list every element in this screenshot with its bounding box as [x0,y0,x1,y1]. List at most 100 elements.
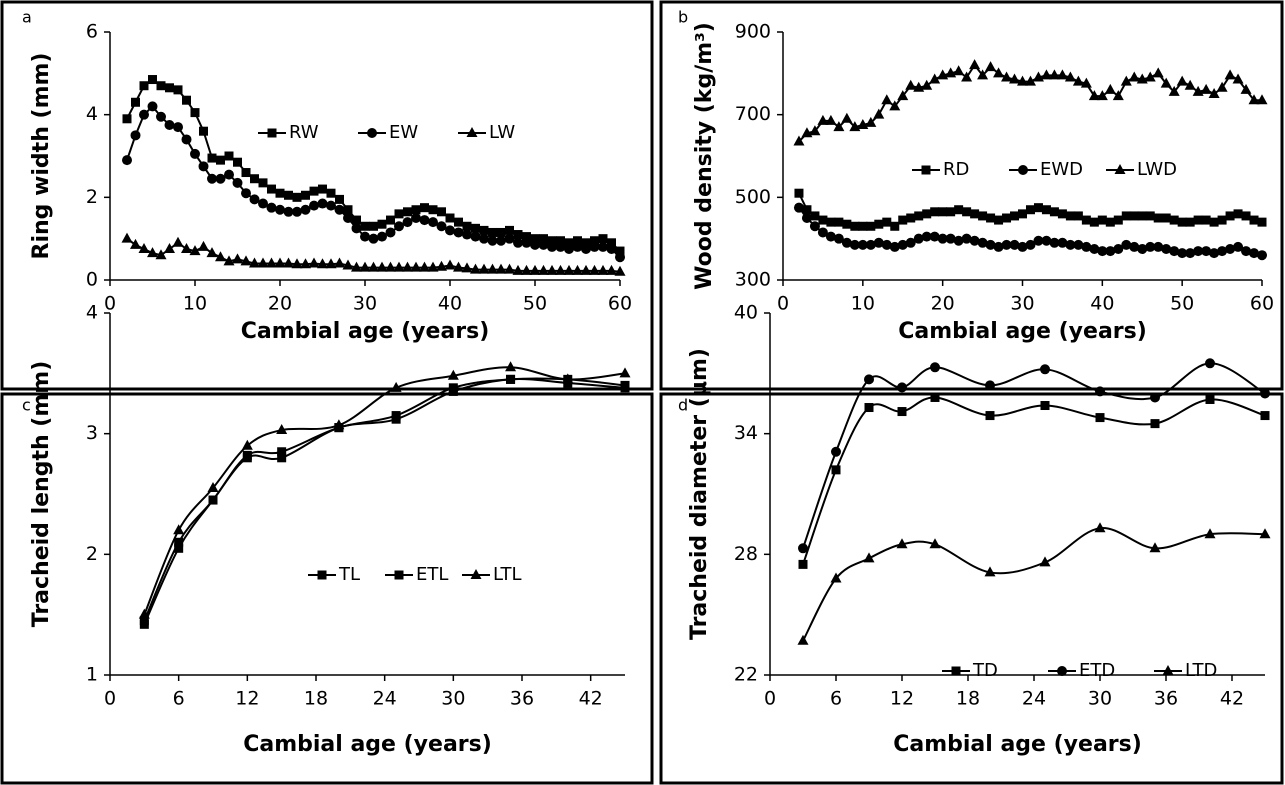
data-point [249,257,260,268]
legend-label: ETD [1079,660,1115,681]
data-point [1145,211,1155,221]
panel-frame [659,392,1284,785]
data-point [309,186,319,196]
y-tick-label: 6 [86,21,98,43]
data-point [258,178,268,188]
data-point [825,114,837,125]
data-point [864,374,874,385]
data-point [921,79,933,90]
data-point [881,94,893,105]
data-point [1041,205,1051,215]
data-point [130,130,141,141]
data-point [377,219,387,229]
data-point [240,255,252,266]
data-point [394,221,404,232]
data-point [326,188,336,198]
data-point [969,59,981,70]
panel-frame [0,392,654,785]
data-point [954,205,964,215]
data-point [343,205,353,215]
data-point [436,221,447,232]
data-point [1184,79,1196,90]
y-tick-label: 700 [735,103,771,125]
data-point [1112,90,1124,101]
data-point [164,120,175,130]
data-point [825,231,836,242]
legend-marker [921,165,931,175]
data-point [589,241,600,252]
data-point [897,90,909,101]
data-point [1169,246,1180,257]
data-point [1241,246,1252,257]
data-point [562,373,574,384]
data-point [897,407,907,417]
data-point [308,257,320,268]
data-point [873,108,885,119]
data-point [368,261,379,272]
data-point [801,213,812,223]
data-point [1128,71,1140,82]
data-point [1225,244,1236,254]
data-point [1009,73,1021,84]
data-point [122,114,132,124]
data-point [833,121,845,132]
data-point [538,239,549,250]
data-point [1072,75,1084,86]
legend-marker [470,569,482,579]
x-tick-label: 12 [890,688,914,710]
data-point [174,543,184,553]
data-point [1201,215,1211,225]
data-point [172,236,184,247]
legend-label: LWD [1137,159,1177,180]
data-point [1018,209,1027,219]
data-point [530,239,540,250]
data-point [1105,217,1115,227]
data-point [165,83,174,93]
data-point [793,202,804,213]
data-point [173,122,183,133]
data-point [393,261,405,272]
panel-frame [659,0,1284,391]
data-point [937,233,948,244]
data-point [335,194,344,204]
data-point [921,231,932,242]
series-line [802,362,1266,549]
data-point [962,207,972,217]
data-point [1193,246,1204,257]
data-point [139,109,149,120]
data-point [1160,77,1172,88]
data-point [572,241,583,252]
data-point [994,215,1004,225]
data-point [232,253,243,264]
data-point [420,203,429,213]
data-point [506,374,516,384]
data-point [249,194,260,205]
data-point [1010,211,1020,221]
data-point [1161,213,1171,223]
x-tick-label: 18 [956,688,980,710]
data-point [1168,85,1180,96]
data-point [798,543,808,554]
data-point [182,95,191,105]
data-point [1033,203,1043,213]
data-point [198,161,209,172]
legend-label: TL [338,564,360,585]
data-point [555,241,566,252]
data-point [563,264,575,275]
data-point [333,419,345,430]
data-point [436,260,447,271]
x-tick-label: 18 [304,688,328,710]
data-point [275,204,285,215]
panel-label: b [678,8,688,27]
data-point [606,244,617,254]
data-point [359,261,371,272]
legend-label: TD [972,660,998,681]
data-point [241,168,251,178]
data-point [1217,215,1227,225]
data-point [521,237,532,248]
data-point [1209,248,1220,259]
data-point [437,207,446,217]
data-point [946,207,956,217]
data-point [1049,237,1060,248]
data-point [352,215,361,225]
